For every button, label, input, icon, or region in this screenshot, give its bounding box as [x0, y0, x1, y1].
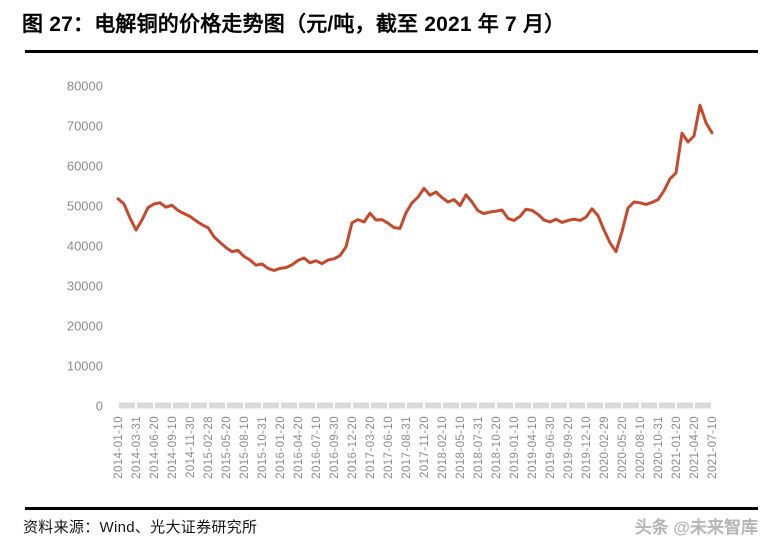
baseline-segment: [352, 402, 370, 409]
baseline-segment: [604, 402, 622, 409]
x-tick-label: 2019-06-30: [545, 416, 557, 479]
title-divider: [25, 50, 758, 53]
x-tick-label: 2015-02-28: [203, 416, 215, 479]
baseline-segment: [586, 402, 604, 409]
toutiao-watermark: 头条 @未来智库: [634, 518, 758, 537]
y-tick-label: 30000: [67, 279, 103, 294]
x-tick-label: 2017-03-20: [365, 416, 377, 479]
baseline-segment: [640, 402, 658, 409]
x-tick-label: 2016-04-20: [293, 416, 305, 479]
x-tick-label: 2021-07-10: [707, 416, 719, 479]
y-axis-labels: 80000 70000 60000 50000 40000 30000 20000 10000…: [67, 79, 103, 414]
x-tick-label: 2019-09-20: [563, 416, 575, 479]
baseline-segment: [406, 402, 424, 409]
figure-title: 图 27：电解铜的价格走势图（元/吨，截至 2021 年 7 月）: [22, 13, 566, 36]
price-line-series: [116, 103, 714, 272]
y-tick-label: 60000: [67, 159, 103, 174]
baseline-segment: [388, 402, 406, 409]
x-tick-label: 2018-07-31: [473, 416, 485, 479]
baseline-segment: [694, 402, 712, 409]
baseline-segment: [658, 402, 676, 409]
footer-divider: [25, 507, 758, 510]
x-tick-label: 2018-05-10: [455, 416, 467, 479]
x-tick-label: 2019-04-10: [527, 416, 539, 479]
baseline-segment: [118, 402, 136, 409]
baseline-segment: [496, 402, 514, 409]
x-tick-label: 2016-01-20: [275, 416, 287, 479]
x-tick-label: 2015-10-31: [257, 416, 269, 479]
data-source-label: 资料来源：Wind、光大证券研究所: [23, 519, 258, 536]
x-tick-label: 2016-09-30: [329, 416, 341, 479]
x-axis-labels: 2014-01-10 2014-03-31 2014-06-20 2014-09-10…: [113, 416, 719, 479]
x-tick-label: 2014-03-31: [131, 416, 143, 479]
baseline-segment: [532, 402, 550, 409]
x-tick-label: 2014-11-30: [185, 416, 197, 478]
baseline-segment: [244, 402, 262, 409]
x-tick-label: 2020-10-31: [653, 416, 665, 479]
x-tick-label: 2018-10-20: [491, 416, 503, 479]
baseline-segment: [424, 402, 442, 409]
x-tick-label: 2014-06-20: [149, 416, 161, 479]
baseline-segment: [190, 402, 208, 409]
y-tick-label: 80000: [67, 79, 103, 94]
baseline-segment: [208, 402, 226, 409]
x-tick-label: 2016-12-20: [347, 416, 359, 479]
x-tick-label: 2014-01-10: [113, 416, 125, 479]
y-tick-label: 10000: [67, 359, 103, 374]
baseline-segment: [262, 402, 280, 409]
x-tick-label: 2019-12-10: [581, 416, 593, 479]
baseline-segment: [676, 402, 694, 409]
x-tick-label: 2014-09-10: [167, 416, 179, 479]
baseline-segment: [226, 402, 244, 409]
baseline-segment: [136, 402, 154, 409]
y-tick-label: 70000: [67, 119, 103, 134]
x-tick-label: 2020-05-20: [617, 416, 629, 479]
baseline-segment: [334, 402, 352, 409]
baseline-segment: [298, 402, 316, 409]
baseline-segment: [550, 402, 568, 409]
x-tick-label: 2016-07-10: [311, 416, 323, 479]
baseline-segment: [280, 402, 298, 409]
baseline-segment: [172, 402, 190, 409]
x-tick-label: 2020-02-29: [599, 416, 611, 479]
x-tick-label: 2015-08-10: [239, 416, 251, 479]
baseline-segment: [316, 402, 334, 409]
x-tick-label: 2021-01-20: [671, 416, 683, 479]
baseline-segment: [622, 402, 640, 409]
x-tick-label: 2018-02-10: [437, 416, 449, 479]
y-tick-label: 20000: [67, 319, 103, 334]
baseline-segment: [154, 402, 172, 409]
baseline-segment: [568, 402, 586, 409]
x-tick-label: 2015-05-20: [221, 416, 233, 479]
baseline-segment: [370, 402, 388, 409]
x-tick-label: 2020-08-10: [635, 416, 647, 479]
baseline-segment: [478, 402, 496, 409]
baseline-segment: [442, 402, 460, 409]
x-tick-label: 2017-11-20: [419, 416, 431, 478]
baseline-segment: [460, 402, 478, 409]
y-tick-label: 50000: [67, 199, 103, 214]
baseline-segment: [514, 402, 532, 409]
x-tick-label: 2017-06-10: [383, 416, 395, 479]
x-tick-label: 2017-08-31: [401, 416, 413, 479]
x-tick-label: 2021-04-20: [689, 416, 701, 479]
y-tick-label: 0: [96, 399, 103, 414]
y-tick-label: 40000: [67, 239, 103, 254]
x-tick-label: 2019-01-10: [509, 416, 521, 479]
x-axis-baseline: [118, 402, 712, 409]
